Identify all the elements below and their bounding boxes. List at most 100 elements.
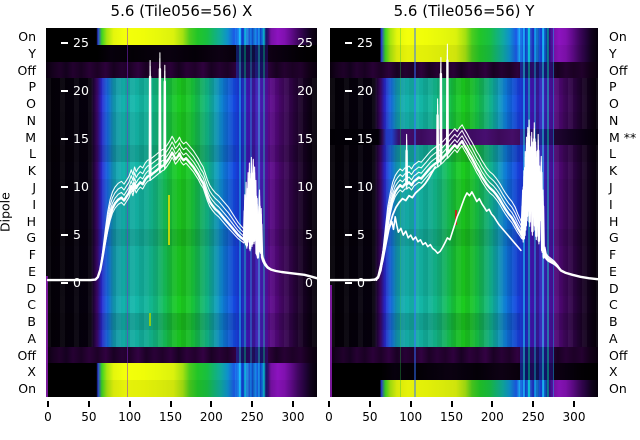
y-tick-mark-left bbox=[345, 42, 352, 45]
heatmap-row-a-18 bbox=[330, 330, 598, 347]
x-tick-mark bbox=[450, 401, 453, 407]
heatmap-row-g-12 bbox=[330, 229, 598, 246]
dipole-row-label-left-on: On bbox=[18, 29, 36, 44]
rfi-stripe-cluster bbox=[520, 28, 554, 397]
y-tick-mark-left bbox=[61, 234, 68, 237]
x-tick-label: 100 bbox=[399, 410, 423, 424]
dipole-row-label-left-e: E bbox=[28, 263, 36, 279]
x-tick-mark bbox=[87, 401, 90, 407]
dipole-row-label-right-x: X bbox=[609, 364, 618, 380]
dipole-row-label-left-y: Y bbox=[28, 45, 36, 61]
x-tick-label: 250 bbox=[521, 410, 545, 424]
y-tick-label-left: 25 bbox=[357, 35, 373, 51]
dipole-row-label-right-b: B bbox=[609, 314, 618, 330]
y-tick-label-right: 5 bbox=[305, 227, 313, 243]
heatmap-row-b-17 bbox=[46, 313, 317, 330]
dipole-row-label-right-c: C bbox=[609, 297, 618, 313]
y-tick-label-left: 15 bbox=[357, 131, 373, 147]
x-tick-label: 50 bbox=[362, 410, 378, 424]
x-tick-mark bbox=[128, 401, 131, 407]
dipole-row-label-right-n: N bbox=[609, 112, 619, 128]
rfi-mark-1 bbox=[149, 313, 151, 326]
y-tick-mark-left bbox=[61, 282, 68, 284]
rfi-column-0 bbox=[414, 28, 416, 397]
heatmap-row-e-14 bbox=[330, 263, 598, 280]
dipole-row-label-left-off: Off bbox=[17, 347, 36, 363]
dipole-row-label-right-p: P bbox=[609, 79, 617, 95]
heatmap-row-off-19 bbox=[330, 347, 598, 363]
x-tick-mark bbox=[251, 401, 254, 407]
heatmap-row-h-11 bbox=[330, 213, 598, 229]
y-tick-label-right: 0 bbox=[305, 275, 313, 290]
x-tick-label: 300 bbox=[281, 410, 305, 424]
x-tick-label: 0 bbox=[325, 410, 333, 424]
dipole-row-label-left-b: B bbox=[27, 314, 36, 330]
dipole-row-label-right-on: On bbox=[609, 29, 627, 44]
dipole-row-label-right-y: Y bbox=[609, 45, 617, 61]
y-tick-label-right: 20 bbox=[297, 83, 313, 99]
dipole-row-label-right-off: Off bbox=[609, 62, 628, 78]
x-tick-mark bbox=[210, 401, 213, 407]
heatmap-row-i-10 bbox=[330, 196, 598, 213]
x-tick-mark bbox=[169, 401, 172, 407]
x-tick-label: 0 bbox=[44, 410, 52, 424]
x-tick-label: 200 bbox=[480, 410, 504, 424]
panel-title-x: 5.6 (Tile056=56) X bbox=[110, 2, 253, 20]
heatmap-row-on-21 bbox=[330, 380, 598, 397]
dipole-row-label-right-d: D bbox=[609, 280, 619, 296]
y-tick-label-right: 10 bbox=[297, 179, 313, 195]
dipole-row-label-left-o: O bbox=[26, 96, 36, 112]
heatmap-row-k-8 bbox=[46, 162, 317, 179]
x-tick-mark bbox=[47, 401, 49, 407]
y-tick-mark-left bbox=[61, 90, 68, 93]
y-tick-mark-left bbox=[345, 138, 352, 141]
dipole-row-label-left-a: A bbox=[27, 330, 36, 346]
y-tick-label-left: 20 bbox=[357, 83, 373, 99]
dipole-row-label-left-h: H bbox=[26, 213, 36, 229]
rfi-mark-0 bbox=[455, 210, 457, 225]
x-tick-mark bbox=[532, 401, 535, 407]
y-tick-label-left: 10 bbox=[73, 179, 89, 195]
heatmap-row-d-15 bbox=[46, 280, 317, 296]
dipole-row-label-left-p: P bbox=[28, 79, 36, 95]
heatmap-row-g-12 bbox=[46, 229, 317, 246]
dipole-row-label-right-l: L bbox=[609, 146, 616, 162]
rfi-stripe-cluster bbox=[236, 28, 268, 397]
x-tick-label: 50 bbox=[81, 410, 97, 424]
dipole-row-label-left-m: M bbox=[25, 129, 36, 145]
heatmap-row-on-0 bbox=[46, 28, 317, 45]
heatmap-row-d-15 bbox=[330, 280, 598, 296]
y-tick-mark-left bbox=[345, 282, 352, 284]
heatmap-row-k-8 bbox=[330, 162, 598, 179]
heatmap-row-off-19 bbox=[46, 347, 317, 363]
y-tick-mark-left bbox=[61, 138, 68, 141]
x-tick-mark bbox=[292, 401, 294, 407]
heatmap-row-l-7 bbox=[330, 145, 598, 162]
heatmap-row-h-11 bbox=[46, 213, 317, 229]
y-tick-label-left: 5 bbox=[357, 227, 365, 243]
heatmap-panel-y: 0 5 10 15 20 25 bbox=[330, 28, 598, 397]
heatmap-row-c-16 bbox=[330, 296, 598, 313]
heatmap-row-n-5 bbox=[46, 112, 317, 129]
y-tick-label-left: 0 bbox=[357, 275, 365, 290]
heatmap-row-x-20 bbox=[330, 363, 598, 380]
dipole-row-label-right-m: M ** bbox=[609, 129, 637, 145]
rfi-mark-0 bbox=[168, 195, 170, 245]
x-tick-label: 250 bbox=[240, 410, 264, 424]
x-tick-mark bbox=[409, 401, 412, 407]
heatmap-row-b-17 bbox=[330, 313, 598, 330]
heatmap-row-off-2 bbox=[330, 62, 598, 78]
panel-title-y: 5.6 (Tile056=56) Y bbox=[393, 2, 535, 20]
dipole-row-label-right-k: K bbox=[609, 163, 618, 179]
y-tick-label-left: 0 bbox=[73, 275, 81, 290]
y-tick-label-left: 20 bbox=[73, 83, 89, 99]
x-tick-label: 300 bbox=[562, 410, 586, 424]
y-tick-label-left: 10 bbox=[357, 179, 373, 195]
dipole-row-label-right-i: I bbox=[609, 196, 613, 212]
dipole-row-label-right-f: F bbox=[609, 247, 617, 263]
heatmap-row-off-2 bbox=[46, 62, 317, 78]
dipole-row-label-left-on: On bbox=[18, 381, 36, 397]
dipole-row-label-left-d: D bbox=[26, 280, 36, 296]
heatmap-row-e-14 bbox=[46, 263, 317, 280]
